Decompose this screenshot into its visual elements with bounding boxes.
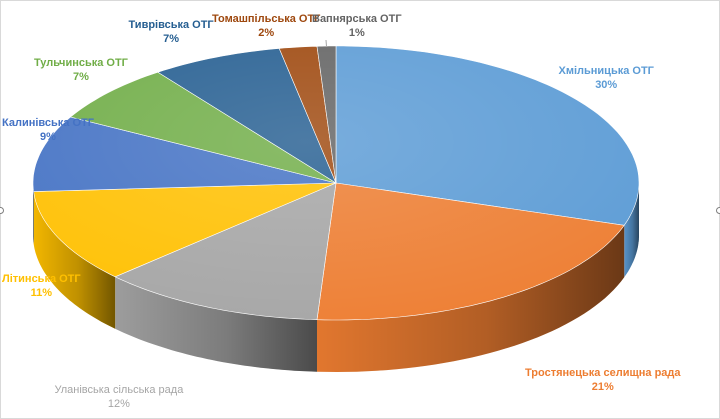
data-label-value: 7% <box>163 33 180 45</box>
data-label-category: Літинська ОТГ <box>2 273 81 285</box>
data-label-7: Тиврівська ОТГ 7% <box>129 18 214 46</box>
data-label-8: Томашпільська ОТГ 2% <box>212 12 320 40</box>
data-label-6: Тульчинська ОТГ 7% <box>34 56 128 84</box>
data-label-value: 7% <box>73 71 89 83</box>
data-label-category: Вапнярська ОТГ <box>312 13 402 25</box>
data-label-category: Томашпільська ОТГ <box>212 13 321 25</box>
data-label-value: 21% <box>591 381 614 393</box>
data-label-category: Тростянецька селищна рада <box>525 367 681 379</box>
slice-1-side-shade <box>624 183 639 278</box>
data-label-category: Уланівська сільська рада <box>54 384 184 396</box>
slice-5-side-shade <box>33 183 34 244</box>
pie-top-shine <box>33 46 639 320</box>
data-label-1: Хмільницька ОТГ 30% <box>559 64 654 92</box>
data-label-2: Тростянецька селищна рада 21% <box>525 366 681 394</box>
data-label-category: Тиврівська ОТГ <box>128 19 214 31</box>
data-label-category: Калинівська ОТГ <box>2 117 94 129</box>
data-label-value: 1% <box>348 27 365 39</box>
data-label-value: 11% <box>30 287 53 299</box>
slice-3-side-shade <box>115 276 317 372</box>
data-label-value: 30% <box>595 79 618 91</box>
data-label-value: 2% <box>258 27 275 39</box>
data-label-4: Літинська ОТГ 11% <box>2 272 81 300</box>
slice-2-side-shade <box>317 225 625 372</box>
resize-handle-left[interactable] <box>0 207 4 214</box>
resize-handle-right[interactable] <box>716 207 720 214</box>
data-label-value: 12% <box>107 398 130 410</box>
data-label-3: Уланівська сільська рада 12% <box>55 383 184 411</box>
data-label-value: 9% <box>40 131 56 143</box>
data-label-9: Вапнярська ОТГ 1% <box>312 12 402 40</box>
data-label-category: Тульчинська ОТГ <box>34 57 128 69</box>
data-label-5: Калинівська ОТГ 9% <box>2 116 94 144</box>
slice-4-side-shade <box>33 191 116 329</box>
data-label-category: Хмільницька ОТГ <box>558 65 654 77</box>
